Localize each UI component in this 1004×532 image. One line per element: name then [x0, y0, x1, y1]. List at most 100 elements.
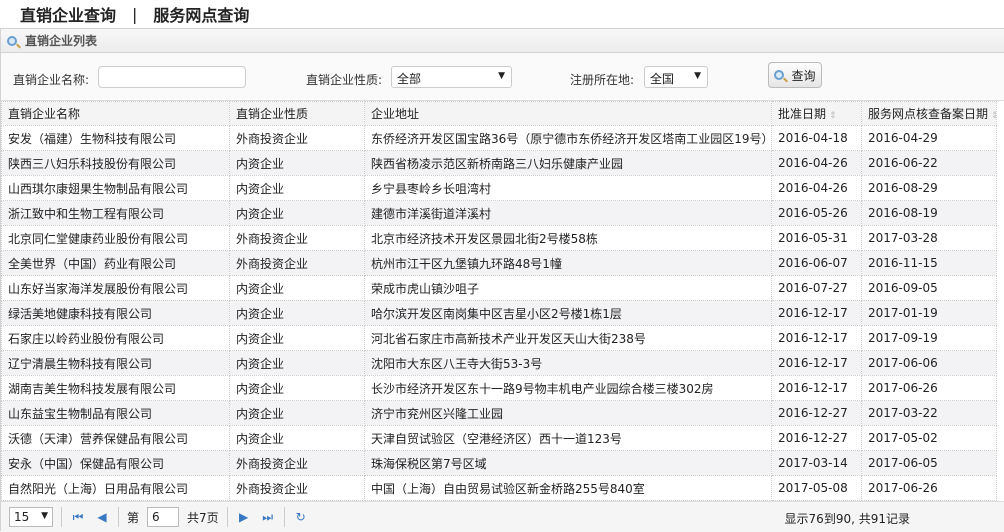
company-name-cell: 绿活美地健康科技有限公司 — [1, 300, 230, 326]
filing-date-cell: 2017-05-02 — [861, 425, 997, 451]
sort-icon: ⇕ — [829, 111, 837, 121]
search-button[interactable]: 查询 — [768, 62, 822, 88]
table-row[interactable]: 山西琪尔康翅果生物制品有限公司 内资企业 乡宁县枣岭乡长咀湾村 2016-04-26 2… — [1, 175, 997, 201]
tab-separator: | — [132, 4, 138, 24]
table-row[interactable]: 沃德（天津）营养保健品有限公司 内资企业 天津自贸试验区（空港经济区）西十一道123… — [1, 425, 997, 451]
approval-date-cell: 2016-12-17 — [771, 325, 862, 351]
company-table: 直销企业名称 直销企业性质 企业地址 批准日期⇕ 服务网点核查备案日期⇕ 安发（… — [1, 101, 997, 501]
tab-service-outlet-query[interactable]: 服务网点查询 — [153, 6, 250, 25]
table-row[interactable]: 山东好当家海洋发展股份有限公司 内资企业 荣成市虎山镇沙咀子 2016-07-27 20… — [1, 275, 997, 301]
nav-tabs: 直销企业查询 | 服务网点查询 — [0, 0, 1004, 28]
company-name-cell: 山东好当家海洋发展股份有限公司 — [1, 275, 230, 301]
company-name-cell: 山东益宝生物制品有限公司 — [1, 400, 230, 426]
company-address-cell: 沈阳市大东区八王寺大街53-3号 — [364, 350, 772, 376]
filing-date-cell: 2017-09-19 — [861, 325, 997, 351]
name-label: 直销企业名称: — [13, 73, 90, 87]
company-type-cell: 内资企业 — [229, 425, 365, 451]
company-address-cell: 河北省石家庄市高新技术产业开发区天山大街238号 — [364, 325, 772, 351]
region-select[interactable]: 全国 ▼ — [644, 66, 708, 88]
company-type-cell: 内资企业 — [229, 175, 365, 201]
page-size-select[interactable]: 15 ▼ — [9, 507, 53, 527]
col-approval-date[interactable]: 批准日期 ⇕ — [771, 101, 862, 126]
company-address-cell: 荣成市虎山镇沙咀子 — [364, 275, 772, 301]
list-panel: 直销企业列表 直销企业名称: 直销企业性质: 全部 ▼ 注册所在地: 全国 ▼ 查询… — [0, 28, 1004, 532]
company-name-cell: 石家庄以岭药业股份有限公司 — [1, 325, 230, 351]
filing-date-cell: 2017-06-26 — [861, 475, 997, 501]
filing-date-cell: 2017-01-19 — [861, 300, 997, 326]
company-type-cell: 外商投资企业 — [229, 450, 365, 476]
company-name-cell: 山西琪尔康翅果生物制品有限公司 — [1, 175, 230, 201]
approval-date-cell: 2016-05-26 — [771, 200, 862, 226]
company-name-cell: 安发（福建）生物科技有限公司 — [1, 125, 230, 151]
table-row[interactable]: 全美世界（中国）药业有限公司 外商投资企业 杭州市江干区九堡镇九环路48号1幢 201… — [1, 250, 997, 276]
table-row[interactable]: 安永（中国）保健品有限公司 外商投资企业 珠海保税区第7号区域 2017-03-14 2… — [1, 450, 997, 476]
company-name-cell: 辽宁清晨生物科技有限公司 — [1, 350, 230, 376]
filing-date-cell: 2017-03-22 — [861, 400, 997, 426]
page-prefix: 第 — [127, 510, 140, 525]
table-row[interactable]: 安发（福建）生物科技有限公司 外商投资企业 东侨经济开发区国宝路36号（原宁德市东侨… — [1, 125, 997, 151]
table-row[interactable]: 湖南吉美生物科技发展有限公司 内资企业 长沙市经济开发区东十一路9号物丰机电产业园综… — [1, 375, 997, 401]
approval-date-cell: 2016-12-17 — [771, 350, 862, 376]
col-filing-date[interactable]: 服务网点核查备案日期⇕ — [861, 101, 997, 126]
company-type-cell: 外商投资企业 — [229, 250, 365, 276]
pagination-bar: 15 ▼ ⏮ ◀ 第 6 共7页 ▶ ⏭ ↻ 显示76到90, 共91记录 — [1, 501, 1004, 532]
divider — [118, 507, 119, 527]
company-name-cell: 沃德（天津）营养保健品有限公司 — [1, 425, 230, 451]
table-row[interactable]: 陕西三八妇乐科技股份有限公司 内资企业 陕西省杨凌示范区新桥南路三八妇乐健康产业园 2… — [1, 150, 997, 176]
company-address-cell: 建德市洋溪街道洋溪村 — [364, 200, 772, 226]
table-row[interactable]: 自然阳光（上海）日用品有限公司 外商投资企业 中国（上海）自由贸易试验区新金桥路25… — [1, 475, 997, 501]
type-select[interactable]: 全部 ▼ — [391, 66, 512, 88]
company-name-input[interactable] — [98, 66, 246, 88]
company-address-cell: 天津自贸试验区（空港经济区）西十一道123号 — [364, 425, 772, 451]
tab-direct-sales-query[interactable]: 直销企业查询 — [20, 6, 117, 25]
divider — [283, 507, 285, 527]
company-address-cell: 杭州市江干区九堡镇九环路48号1幢 — [364, 250, 772, 276]
col-approval-date-label: 批准日期 — [778, 107, 827, 121]
company-type-cell: 内资企业 — [229, 275, 365, 301]
company-name-cell: 全美世界（中国）药业有限公司 — [1, 250, 230, 276]
filing-date-cell: 2017-06-26 — [861, 375, 997, 401]
approval-date-cell: 2016-12-17 — [771, 300, 862, 326]
approval-date-cell: 2016-06-07 — [771, 250, 862, 276]
col-filing-date-label: 服务网点核查备案日期 — [868, 107, 989, 121]
filing-date-cell: 2016-11-15 — [861, 250, 997, 276]
sort-icon: ⇕ — [991, 111, 995, 121]
page-number-input[interactable]: 6 — [147, 507, 180, 527]
company-type-cell: 外商投资企业 — [229, 475, 365, 501]
company-address-cell: 珠海保税区第7号区域 — [364, 450, 772, 476]
filing-date-cell: 2017-06-06 — [861, 350, 997, 376]
filing-date-cell: 2017-03-28 — [861, 225, 997, 251]
filing-date-cell: 2016-06-22 — [861, 150, 997, 176]
company-address-cell: 陕西省杨凌示范区新桥南路三八妇乐健康产业园 — [364, 150, 772, 176]
approval-date-cell: 2016-04-26 — [771, 175, 862, 201]
company-name-cell: 浙江致中和生物工程有限公司 — [1, 200, 230, 226]
company-type-cell: 内资企业 — [229, 200, 365, 226]
last-page-icon[interactable]: ⏭ — [262, 509, 274, 524]
next-page-icon[interactable]: ▶ — [239, 510, 249, 524]
company-name-cell: 陕西三八妇乐科技股份有限公司 — [1, 150, 230, 176]
filing-date-cell: 2016-09-05 — [861, 275, 997, 301]
company-type-cell: 内资企业 — [229, 325, 365, 351]
table-row[interactable]: 山东益宝生物制品有限公司 内资企业 济宁市兖州区兴隆工业园 2016-12-27 201… — [1, 400, 997, 426]
approval-date-cell: 2016-04-18 — [771, 125, 862, 151]
prev-page-icon[interactable]: ◀ — [97, 510, 107, 524]
company-address-cell: 哈尔滨开发区南岗集中区吉星小区2号楼1栋1层 — [364, 300, 772, 326]
approval-date-cell: 2016-12-17 — [771, 375, 862, 401]
divider — [226, 507, 228, 527]
table-row[interactable]: 北京同仁堂健康药业股份有限公司 外商投资企业 北京市经济技术开发区景园北街2号楼58… — [1, 225, 997, 251]
first-page-icon[interactable]: ⏮ — [72, 509, 84, 524]
table-row[interactable]: 石家庄以岭药业股份有限公司 内资企业 河北省石家庄市高新技术产业开发区天山大街238… — [1, 325, 997, 351]
chevron-down-icon: ▼ — [694, 71, 701, 81]
company-type-cell: 内资企业 — [229, 400, 365, 426]
table-row[interactable]: 辽宁清晨生物科技有限公司 内资企业 沈阳市大东区八王寺大街53-3号 2016-12-… — [1, 350, 997, 376]
chevron-down-icon: ▼ — [498, 71, 505, 81]
approval-date-cell: 2016-12-27 — [771, 400, 862, 426]
type-select-value: 全部 — [397, 72, 422, 86]
search-icon — [7, 35, 17, 46]
company-address-cell: 济宁市兖州区兴隆工业园 — [364, 400, 772, 426]
table-row[interactable]: 绿活美地健康科技有限公司 内资企业 哈尔滨开发区南岗集中区吉星小区2号楼1栋1层 20… — [1, 300, 997, 326]
table-row[interactable]: 浙江致中和生物工程有限公司 内资企业 建德市洋溪街道洋溪村 2016-05-26 201… — [1, 200, 997, 226]
filing-date-cell: 2016-04-29 — [861, 125, 997, 151]
refresh-icon[interactable]: ↻ — [295, 510, 306, 524]
company-name-cell: 安永（中国）保健品有限公司 — [1, 450, 230, 476]
